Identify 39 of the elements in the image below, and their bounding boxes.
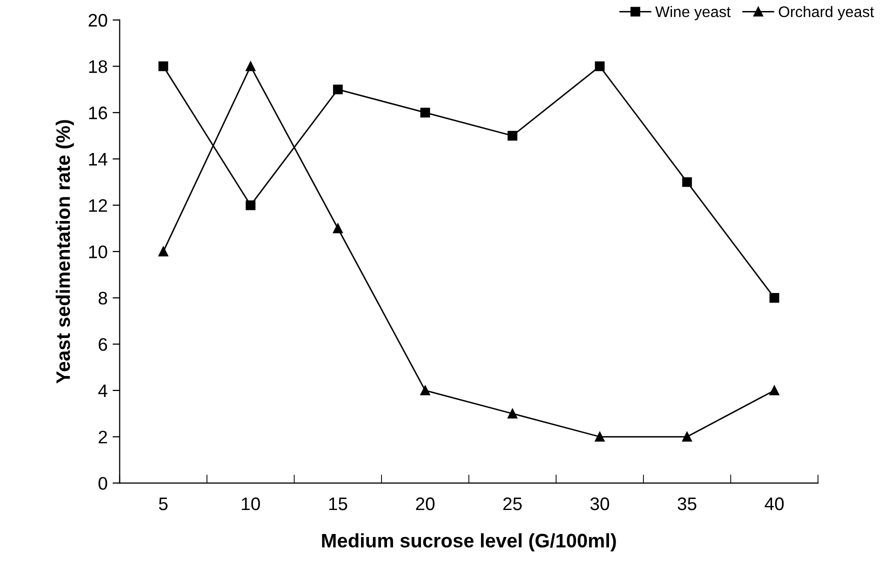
y-tick-label: 0 bbox=[98, 477, 108, 490]
y-tick-label: 18 bbox=[89, 60, 108, 74]
y-tick-label: 6 bbox=[98, 338, 108, 351]
point bbox=[158, 61, 168, 72]
point bbox=[246, 61, 256, 72]
point bbox=[594, 61, 605, 72]
x-tick-label: 40 bbox=[764, 497, 784, 510]
x-tick-label: 10 bbox=[242, 497, 260, 510]
point bbox=[594, 432, 605, 442]
y-axis-title: Yeast sedimentation rate (%) bbox=[56, 120, 74, 384]
y-tick-label: 16 bbox=[89, 106, 108, 120]
x-tick-label: 25 bbox=[503, 497, 522, 510]
point bbox=[682, 432, 692, 442]
point bbox=[246, 200, 256, 210]
x-tick-label: 20 bbox=[416, 497, 435, 510]
x-tick-label: 35 bbox=[678, 497, 696, 510]
point bbox=[420, 108, 430, 118]
point bbox=[333, 224, 343, 234]
y-tick-label: 2 bbox=[98, 430, 107, 444]
point bbox=[333, 84, 343, 94]
y-tick-label: 12 bbox=[89, 199, 107, 212]
x-tick-label: 5 bbox=[159, 498, 168, 510]
x-tick-label: 15 bbox=[329, 498, 348, 510]
point bbox=[508, 408, 518, 418]
point bbox=[158, 246, 168, 256]
point bbox=[769, 386, 780, 396]
y-tick-label: 20 bbox=[88, 14, 108, 27]
point bbox=[682, 177, 692, 187]
y-tick-label: 4 bbox=[98, 384, 108, 397]
point bbox=[769, 292, 780, 303]
legend-label: Orchard yeast bbox=[778, 6, 874, 20]
y-tick-label: 8 bbox=[98, 292, 108, 305]
point bbox=[508, 130, 518, 141]
legend-label: Wine yeast bbox=[655, 6, 731, 20]
point bbox=[420, 386, 430, 396]
x-tick-label: 30 bbox=[590, 497, 610, 510]
y-tick-label: 14 bbox=[89, 153, 108, 166]
x-axis-title: Medium sucrose level (G/100ml) bbox=[322, 533, 616, 552]
y-tick-label: 10 bbox=[89, 245, 108, 258]
